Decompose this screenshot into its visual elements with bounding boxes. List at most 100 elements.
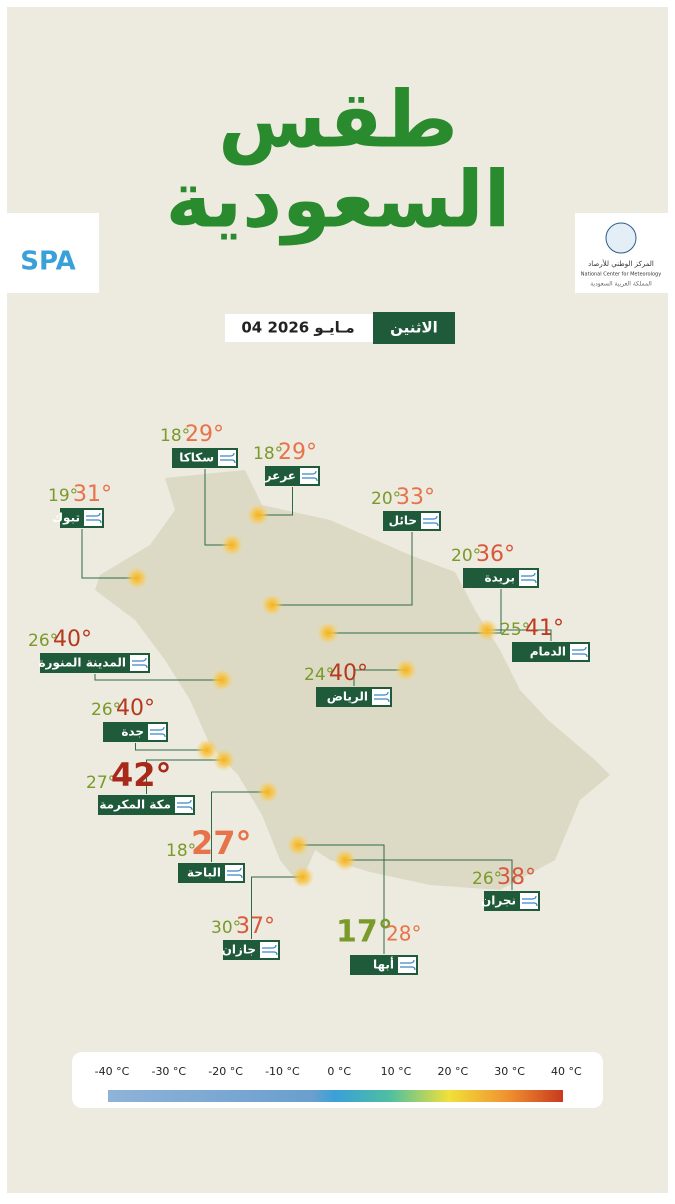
city-dot [213,749,235,771]
ncm-emblem [605,222,637,254]
connector [328,589,502,634]
temp-low: 20° [451,546,481,566]
weather-icon-glyph [521,572,537,584]
city-name: الدمام [530,645,566,660]
weather-icon [218,450,236,466]
scale-label: 0 °C [327,1065,351,1078]
temp-high: 33° [396,485,435,510]
scale-label: 10 °C [381,1065,412,1078]
temp-low: 18° [160,426,190,446]
connector [94,674,222,681]
temp-low: 17° [336,915,393,950]
city-name: تبوك [52,511,80,526]
temp-low: 26° [28,631,58,651]
cities: سكاكا18°29°عرعر18°29°تبوك19°31°حائل20°33… [28,422,590,975]
temp-high: 41° [525,616,564,641]
connector [258,487,293,516]
scale-labels: -40 °C -30 °C -20 °C -10 °C 0 °C 10 °C 20 °C 30… [95,1065,582,1078]
weather-icon-glyph [86,512,102,524]
weather-icon [84,510,102,526]
ncm-name-en: National Center for Meteorology [581,272,661,278]
city-name: جازان [222,943,256,957]
day-box [373,312,455,344]
connector [211,791,268,862]
city-name: الرياض [327,690,368,704]
city-label-box [98,795,195,815]
city-dot [247,504,269,526]
temp-low: 26° [91,700,121,720]
weather-icon [398,957,416,973]
temp-high: 28° [386,922,421,946]
temp-low: 30° [211,918,241,938]
connector [135,743,207,751]
temp-high: 31° [73,482,112,507]
city-dot [257,781,279,803]
city-dot [395,659,417,681]
city-name: عرعر [264,469,296,483]
city-dot [476,619,498,641]
connector [298,844,385,954]
connector [251,876,303,939]
city-dot [196,739,218,761]
title: السعودية [166,155,511,245]
temp-high: 38° [497,865,536,890]
ncm-sub: المملكة العربية السعودية [590,281,652,288]
weather-icon-glyph [400,959,416,971]
city-dot [221,534,243,556]
weather-icon-glyph [220,452,236,464]
weather-icon [148,724,166,740]
scale-label: -20 °C [208,1065,243,1078]
temp-high: 42° [111,756,172,794]
city-name: نجران [481,894,516,908]
temp-high: 40° [53,627,92,652]
weather-icon-glyph [227,867,243,879]
temp-low: 19° [48,486,78,506]
city-dot [292,866,314,888]
temp-low: 18° [166,841,196,861]
temp-low: 20° [371,489,401,509]
weather-icon-glyph [177,799,193,811]
city-name: أبها [373,957,394,972]
temp-low: 26° [472,869,502,889]
weather-icon [175,797,193,813]
weather-icon [260,942,278,958]
temp-high: 27° [191,824,252,862]
connector [146,759,224,794]
weather-icon-glyph [522,895,538,907]
connector [353,669,406,686]
ncm-name: المركز الوطني للأرصاد [588,259,654,268]
weather-icon-glyph [132,657,148,669]
date: 04 مـايـو 2026 [241,319,354,337]
scale-label: -30 °C [151,1065,186,1078]
scale-label: -10 °C [265,1065,300,1078]
weather-icon-glyph [374,691,390,703]
connector [272,532,413,606]
day: الاثنين [390,319,438,337]
scale-label: 40 °C [551,1065,582,1078]
city-dot [287,834,309,856]
temp-high: 37° [236,914,275,939]
temp-high: 29° [185,422,224,447]
connector [345,859,513,890]
temp-high: 29° [278,440,317,465]
spa-logo: SPA [20,247,76,277]
city-name: بريدة [485,571,516,585]
temp-high: 40° [116,696,155,721]
temp-low: 18° [253,444,283,464]
temp-high: 40° [329,661,368,686]
weather-icon [225,865,243,881]
city-name: المدينة المنورة [38,656,126,671]
weather-icon [570,644,588,660]
connector [487,629,552,641]
weather-icon [519,570,537,586]
city-name: سكاكا [179,451,214,465]
scale-label: -40 °C [95,1065,130,1078]
weather-icon-glyph [150,726,166,738]
city-name: مكة المكرمة [99,798,171,812]
city-name: جدة [121,725,144,739]
temp-high: 36° [476,542,515,567]
weather-icon-glyph [423,515,439,527]
city-dot [126,567,148,589]
weather-icon-glyph [302,470,318,482]
